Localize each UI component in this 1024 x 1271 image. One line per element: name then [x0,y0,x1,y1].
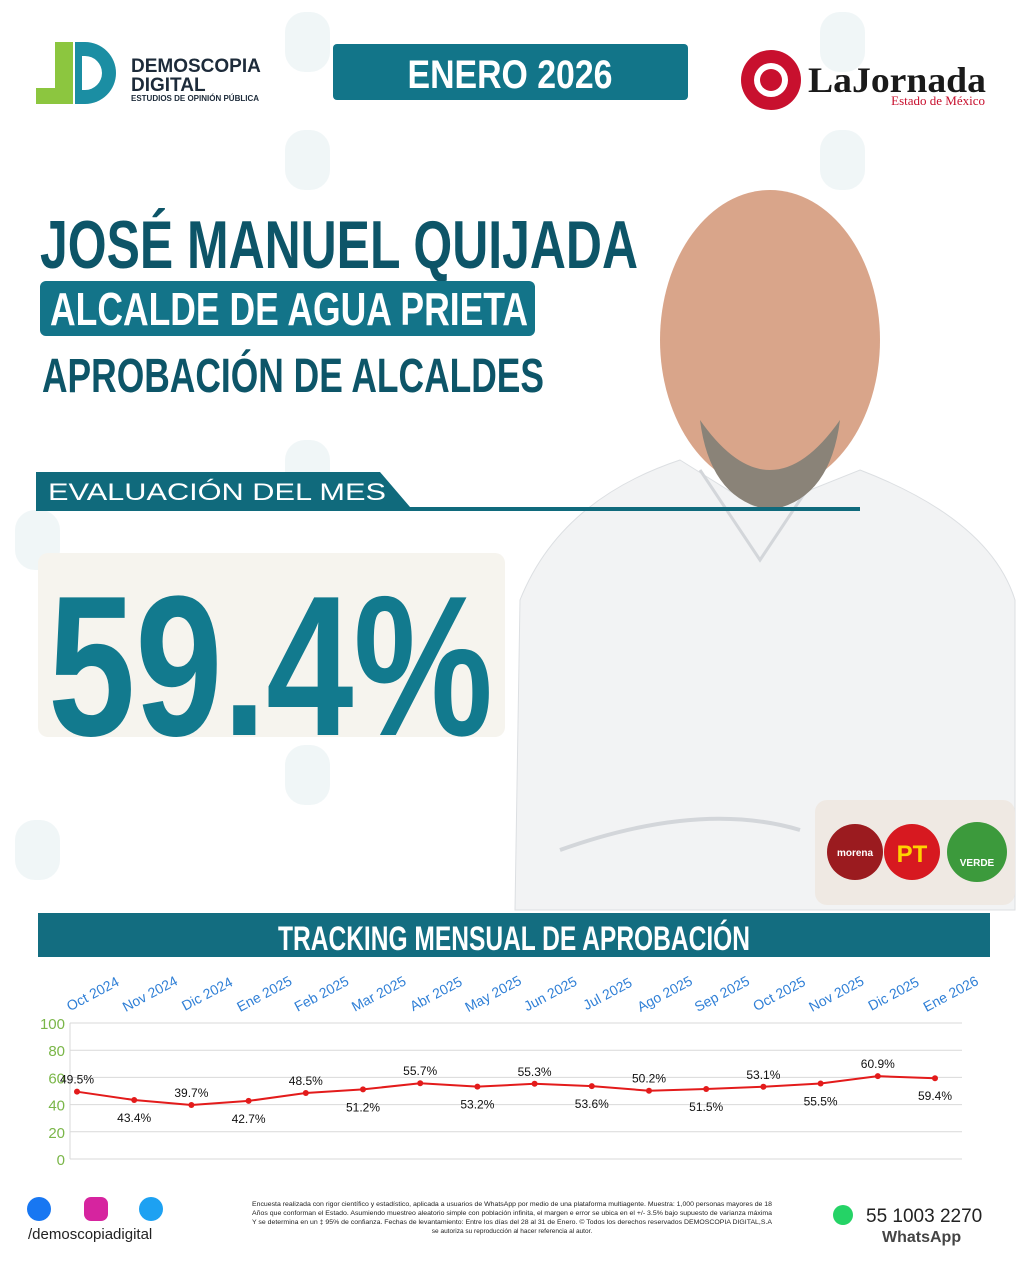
point [302,1090,309,1097]
role-badge [40,281,535,336]
date: ENERO 2026 [408,53,613,97]
party-logo [827,824,883,880]
evaluation-box [38,553,505,737]
point [760,1083,767,1090]
party-logo [947,822,1007,882]
data-label: 48.5% [289,1074,323,1088]
data-label: 55.5% [804,1095,838,1109]
data-label: 55.7% [403,1064,437,1078]
newspaper-logo [741,50,801,110]
data-label: 51.5% [689,1100,723,1114]
evaluation-label: EVALUACIÓN DEL MES [48,479,386,506]
party-name: VERDE [960,858,995,869]
point [703,1085,710,1092]
disclaimer: Años que conforman el Estado. Asumiendo … [252,1210,772,1217]
y-tick-label: 40 [48,1098,65,1115]
data-label: 60.9% [861,1057,895,1071]
disclaimer: se autoriza su reproducción al hacer ref… [432,1228,593,1235]
data-label: 53.2% [460,1098,494,1112]
data-label: 53.1% [746,1068,780,1082]
data-label: 53.6% [575,1097,609,1111]
y-tick-label: 20 [48,1125,65,1142]
portrait [514,190,1016,911]
y-tick-label: 100 [40,1016,65,1033]
point [531,1080,538,1087]
data-label: 59.4% [918,1089,952,1103]
newspaper-region: Estado de México [891,93,985,108]
twitter-icon [139,1197,163,1221]
evaluation-bar [36,472,860,511]
point [817,1080,824,1087]
point [874,1073,881,1080]
phone: 55 1003 2270 [866,1206,982,1227]
party-name: morena [837,848,874,859]
evaluation-value: 59.4% [48,555,493,778]
chart-title: TRACKING MENSUAL DE APROBACIÓN [278,920,750,958]
disclaimer: Encuesta realizada con rigor científico … [252,1201,772,1208]
data-label: 55.3% [518,1065,552,1079]
date-badge [333,44,688,100]
brand-logo [36,42,116,104]
brand-name: DEMOSCOPIA [131,56,261,77]
line [76,1075,936,1107]
survey-name: APROBACIÓN DE ALCALDES [42,348,544,403]
facebook-icon [27,1197,51,1221]
data-label: 50.2% [632,1072,666,1086]
data-label: 42.7% [232,1112,266,1126]
y-tick-label: 0 [57,1152,65,1169]
person-role: ALCALDE DE AGUA PRIETA [50,283,528,335]
point [932,1075,938,1082]
point [588,1083,595,1090]
point [474,1083,481,1090]
social-handle: /demoscopiadigital [28,1226,152,1243]
data-label: 43.4% [117,1111,151,1125]
point [131,1096,138,1103]
data-label: 49.5% [60,1073,94,1087]
party-name: PT [897,841,928,868]
point [188,1102,195,1109]
party-logo [884,824,940,880]
brand-tagline: ESTUDIOS DE OPINIÓN PÚBLICA [131,94,259,103]
instagram-icon [84,1197,108,1221]
point [74,1088,80,1095]
data-label: 51.2% [346,1100,380,1114]
point [245,1097,252,1104]
y-tick-label: 80 [48,1043,65,1060]
disclaimer: Y se determina en un ‡ 95% de confianza.… [252,1218,773,1226]
point [646,1087,652,1094]
whatsapp-label: WhatsApp [882,1229,961,1246]
data-label: 39.7% [174,1086,208,1100]
brand-name: DIGITAL [131,75,206,96]
whatsapp-icon [833,1205,853,1225]
person-name: JOSÉ MANUEL QUIJADA [40,207,638,283]
point [417,1080,424,1087]
point [360,1086,366,1093]
newspaper-name: LaJornada [808,60,986,100]
y-tick-label: 60 [48,1070,65,1087]
chart-title-bar [38,913,990,957]
